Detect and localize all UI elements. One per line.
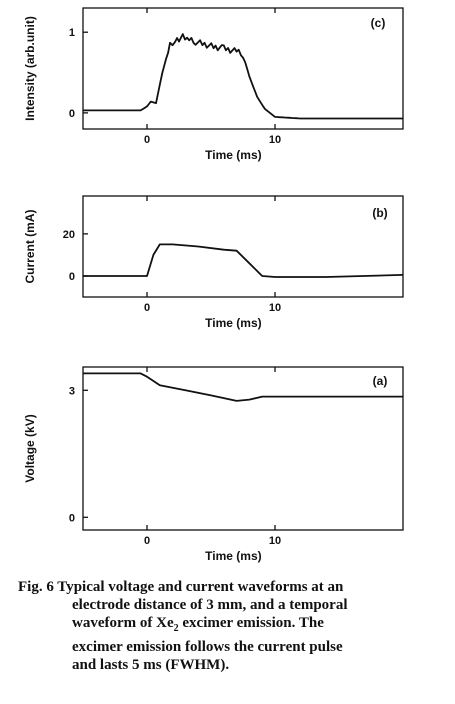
x-axis-label-b: Time (ms) <box>205 316 261 330</box>
x-axis-label-a: Time (ms) <box>205 549 261 563</box>
series-line-b <box>83 243 404 278</box>
x-tick-label-a-0: 0 <box>144 535 150 547</box>
y-axis-label-b: Current (mA) <box>23 209 37 283</box>
caption-line-1: Fig. 6 Typical voltage and current wavef… <box>18 579 344 595</box>
series-line-a <box>83 372 403 402</box>
x-tick-label-b-1: 10 <box>269 302 281 314</box>
y-tick-label-c-0: 0 <box>69 108 75 120</box>
caption-subscript: 2 <box>173 623 179 634</box>
x-axis-label-c: Time (ms) <box>205 148 261 162</box>
y-tick-label-a-1: 3 <box>69 385 75 397</box>
caption-line-4: excimer emission follows the current pul… <box>72 639 343 655</box>
panel-tag-c: (c) <box>371 16 386 30</box>
plot-frame-b <box>82 195 404 298</box>
panel-b: 0 10 0 20 (b) Time (ms) Current (mA) <box>23 195 404 330</box>
plot-frame-a <box>82 366 404 531</box>
plot-frame-c <box>82 7 404 130</box>
x-tick-label-a-1: 10 <box>269 535 281 547</box>
caption-line-2: electrode distance of 3 mm, and a tempor… <box>72 597 348 613</box>
y-tick-label-c-1: 1 <box>69 27 75 39</box>
y-axis-label-c: Intensity (arb.unit) <box>23 16 37 121</box>
caption-line-5: and lasts 5 ms (FWHM). <box>72 657 230 673</box>
y-axis-label-a: Voltage (kV) <box>23 414 37 482</box>
x-tick-label-c-0: 0 <box>144 134 150 146</box>
caption-line-3-text: waveform of Xe <box>72 615 174 631</box>
y-tick-label-b-0: 0 <box>69 271 75 283</box>
x-tick-label-b-0: 0 <box>144 302 150 314</box>
caption-line-3: waveform of Xe2 excimer emission. The <box>18 614 443 638</box>
x-tick-label-c-1: 10 <box>269 134 281 146</box>
figure-caption: Fig. 6 Typical voltage and current wavef… <box>18 578 443 674</box>
y-tick-label-a-0: 0 <box>69 512 75 524</box>
panel-c: 0 10 0 1 (c) Time (ms) Intensity (arb.unit) <box>23 7 404 162</box>
panel-a: 0 10 0 3 (a) Time (ms) Voltage (kV) <box>23 366 404 563</box>
caption-line-3-rest: excimer emission. The <box>178 615 324 631</box>
series-line-c <box>83 33 403 120</box>
panel-tag-a: (a) <box>373 374 388 388</box>
panel-tag-b: (b) <box>372 206 387 220</box>
y-tick-label-b-1: 20 <box>63 229 75 241</box>
